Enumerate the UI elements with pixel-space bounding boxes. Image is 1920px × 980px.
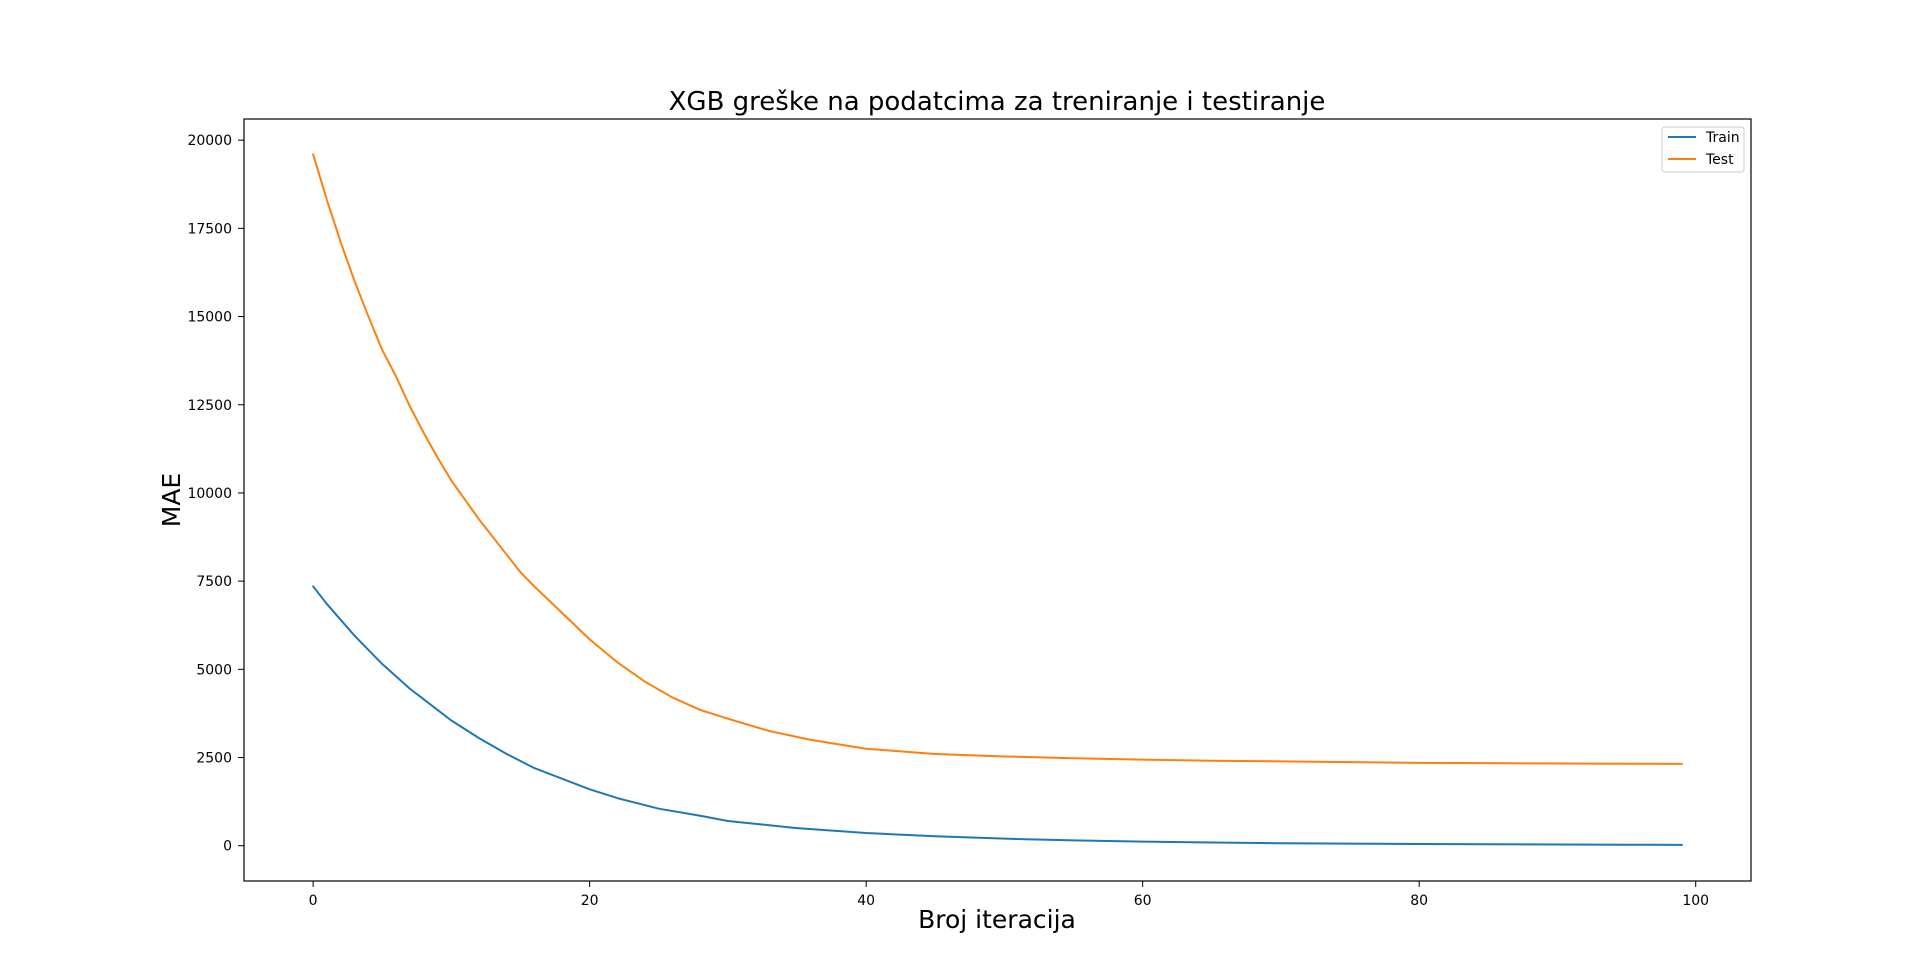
x-tick-label: 100 [1682, 893, 1709, 909]
y-axis-label: MAE [157, 473, 186, 527]
y-tick-label: 17500 [187, 221, 232, 237]
y-tick-label: 0 [223, 839, 232, 855]
x-axis-label: Broj iteracija [918, 905, 1076, 934]
x-tick-label: 60 [1134, 893, 1152, 909]
y-tick-label: 15000 [187, 310, 232, 326]
axis-ticks: 0 20 40 60 80 100 0 2500 5000 7500 10000 12500 15000… [187, 133, 1709, 909]
y-tick-label: 2500 [196, 751, 232, 767]
legend-label-test: Test [1705, 152, 1734, 168]
legend: Train Test [1661, 126, 1745, 173]
y-tick-label: 7500 [196, 574, 232, 590]
legend-label-train: Train [1705, 130, 1740, 146]
series-line-train [312, 585, 1683, 846]
x-tick-label: 80 [1410, 893, 1428, 909]
series-line-test [312, 153, 1683, 765]
series-layer [312, 153, 1683, 846]
x-tick-label: 0 [309, 893, 318, 909]
chart-title: XGB greške na podatcima za treniranje i … [669, 87, 1326, 117]
y-tick-label: 5000 [196, 662, 232, 678]
legend-box [1661, 126, 1745, 173]
x-tick-label: 20 [581, 893, 599, 909]
plot-frame [243, 118, 1752, 882]
y-tick-label: 12500 [187, 398, 232, 414]
x-tick-label: 40 [857, 893, 875, 909]
y-tick-label: 10000 [187, 486, 232, 502]
y-tick-label: 20000 [187, 133, 232, 149]
